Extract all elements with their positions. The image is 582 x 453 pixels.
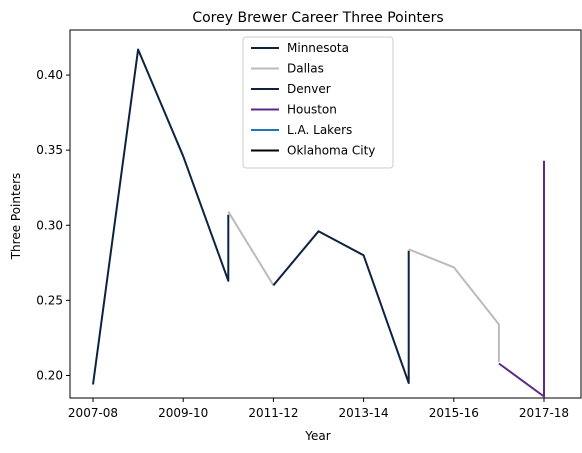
x-tick-label: 2009-10 — [158, 406, 208, 420]
plot-frame — [69, 29, 582, 399]
plot-area — [92, 48, 545, 398]
legend-label: L.A. Lakers — [287, 123, 352, 137]
x-tick-label: 2007-08 — [68, 406, 118, 420]
series-line — [408, 248, 500, 362]
y-tick-label: 0.25 — [36, 293, 63, 307]
x-axis: 2007-08 2009-10 2011-12 2013-14 2015-16 2017-… — [68, 398, 569, 420]
x-axis-title: Year — [304, 429, 330, 443]
legend-label: Denver — [287, 82, 331, 96]
legend-label: Dallas — [287, 62, 324, 76]
series-line — [92, 48, 230, 385]
y-axis-title: Three Pointers — [9, 173, 23, 261]
legend-label: Minnesota — [287, 41, 349, 55]
series-line — [227, 211, 275, 286]
legend-box — [242, 36, 394, 169]
series-line — [498, 160, 545, 398]
x-tick-label: 2013-14 — [339, 406, 389, 420]
series-line — [272, 230, 410, 384]
chart-title: Corey Brewer Career Three Pointers — [192, 10, 443, 26]
y-tick-label: 0.20 — [36, 368, 63, 382]
y-tick-label: 0.35 — [36, 143, 63, 157]
y-tick-label: 0.30 — [36, 218, 63, 232]
legend: Minnesota Dallas Denver Houston L.A. Lakers O… — [242, 36, 394, 169]
y-tick-label: 0.40 — [36, 68, 63, 82]
legend-label: Houston — [287, 103, 337, 117]
y-axis: 0.20 0.25 0.30 0.35 0.40 — [36, 68, 70, 382]
x-tick-label: 2015-16 — [429, 406, 479, 420]
x-tick-label: 2017-18 — [519, 406, 569, 420]
x-tick-label: 2011-12 — [248, 406, 298, 420]
legend-label: Oklahoma City — [287, 144, 375, 158]
